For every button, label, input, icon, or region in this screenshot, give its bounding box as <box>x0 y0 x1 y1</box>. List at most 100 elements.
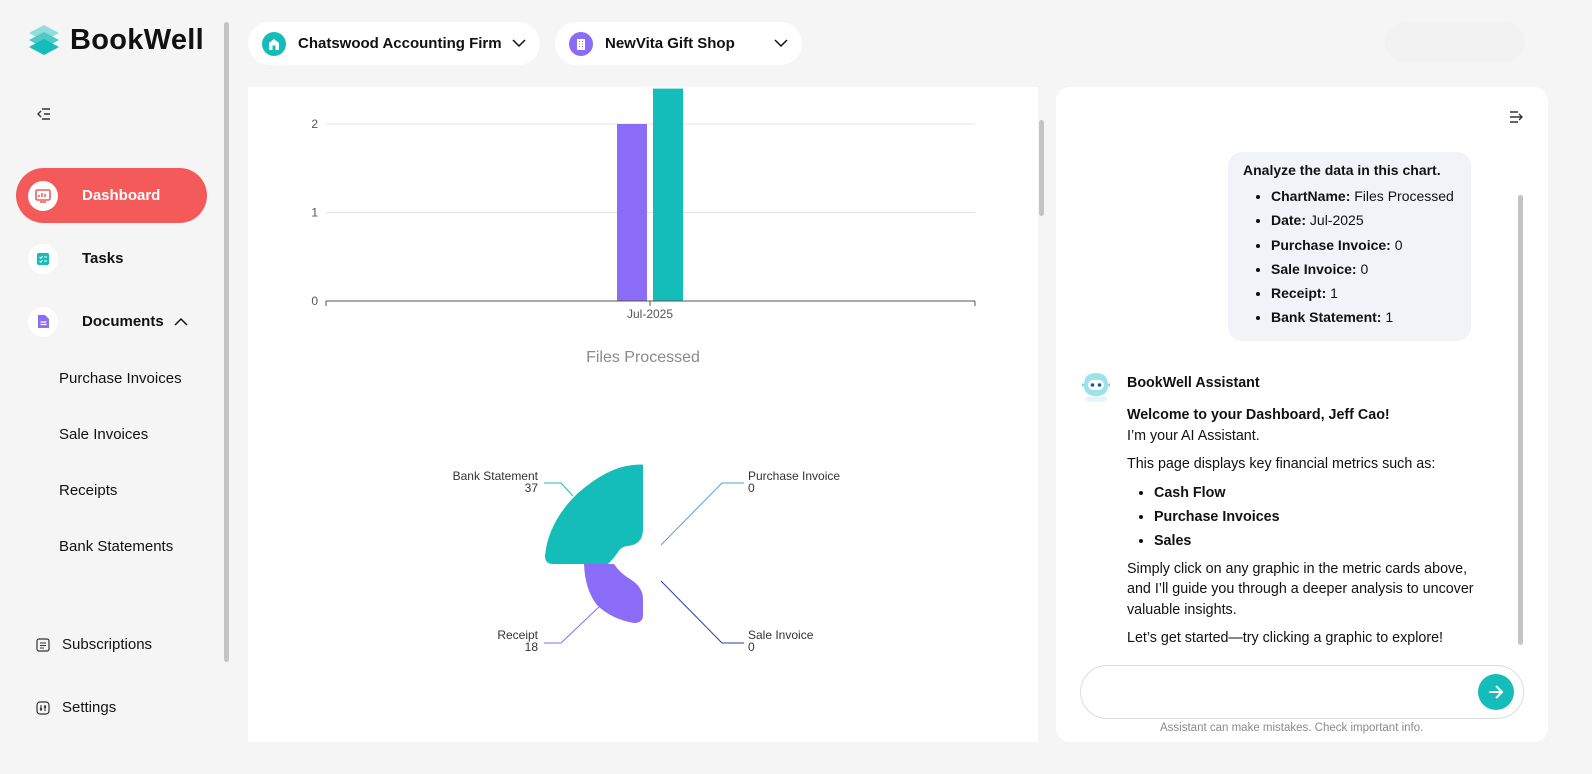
bar-bank-statement[interactable] <box>653 88 683 301</box>
list-item: Purchase Invoices <box>1154 505 1487 529</box>
slice-label: Sale Invoice <box>748 628 814 642</box>
slice-value: 18 <box>525 640 539 654</box>
main-scrollbar[interactable] <box>1039 120 1044 216</box>
metrics-list: Cash Flow Purchase Invoices Sales <box>1154 481 1487 553</box>
brand-name: BookWell <box>70 23 204 56</box>
sidebar-subitem-sale-invoices[interactable]: Sale Invoices <box>59 426 149 443</box>
sidebar-item-label: Subscriptions <box>62 636 153 653</box>
prompt-value: 0 <box>1390 236 1403 253</box>
prompt-key: Purchase Invoice: <box>1271 236 1391 253</box>
prompt-value: 0 <box>1356 260 1369 277</box>
prompt-value: 1 <box>1381 309 1394 326</box>
slice-label: Bank Statement <box>453 469 539 483</box>
x-tick-label: Jul-2025 <box>627 307 673 321</box>
list-item: Sales <box>1154 529 1487 553</box>
bookwell-logo-icon <box>29 25 59 55</box>
prompt-title: Analyze the data in this chart. <box>1243 162 1441 178</box>
label-line-receipt <box>544 604 602 644</box>
sidebar-subitem-purchase-invoices[interactable]: Purchase Invoices <box>59 370 182 387</box>
sidebar-item-label: Documents <box>82 313 164 330</box>
sidebar-subitem-bank-statements[interactable]: Bank Statements <box>59 538 174 555</box>
chevron-down-icon <box>774 39 788 48</box>
shop-name: NewVita Gift Shop <box>605 35 735 52</box>
sidebar-item-dashboard[interactable]: Dashboard <box>16 168 207 223</box>
shop-selector[interactable]: NewVita Gift Shop <box>555 22 802 65</box>
cta-text: Let’s get started—try clicking a graphic… <box>1127 630 1444 646</box>
chat-input[interactable] <box>1099 676 1479 708</box>
guide-text: Simply click on any graphic in the metri… <box>1127 560 1474 618</box>
list-item: Cash Flow <box>1154 481 1487 505</box>
prompt-list: ChartName: Files Processed Date: Jul-202… <box>1271 184 1457 330</box>
prompt-value: 1 <box>1326 285 1338 302</box>
sidebar-scrollbar[interactable] <box>224 22 229 662</box>
assistant-avatar-icon <box>1082 373 1110 402</box>
y-tick-label: 0 <box>311 294 318 308</box>
slice-label: Purchase Invoice <box>748 469 840 483</box>
list-item: Receipt: 1 <box>1271 281 1457 305</box>
firm-icon <box>262 31 286 56</box>
dashboard-icon <box>28 180 58 211</box>
label-line-sale-invoice <box>660 580 744 644</box>
tasks-icon <box>28 243 58 274</box>
shop-icon <box>569 31 593 56</box>
subscriptions-icon <box>36 637 50 652</box>
documents-rose-chart[interactable]: Bank Statement 37 Purchase Invoice 0 Rec… <box>248 447 1038 742</box>
y-tick-label: 2 <box>311 117 318 131</box>
sidebar-item-label: Tasks <box>82 250 124 267</box>
chart-title: Files Processed <box>586 349 700 366</box>
bar-receipt[interactable] <box>617 124 647 301</box>
arrow-right-icon <box>1489 685 1504 699</box>
prompt-value: Jul-2025 <box>1306 212 1364 229</box>
list-item: Sale Invoice: 0 <box>1271 257 1457 281</box>
slice-label: Receipt <box>497 628 538 642</box>
slice-value: 0 <box>748 481 755 495</box>
chat-input-box <box>1080 665 1524 719</box>
slice-value: 0 <box>748 640 755 654</box>
chevron-up-icon[interactable] <box>174 317 188 326</box>
brand-logo[interactable]: BookWell <box>26 22 204 58</box>
metrics-intro: This page displays key financial metrics… <box>1127 456 1436 472</box>
sidebar-subitem-receipts[interactable]: Receipts <box>59 482 118 499</box>
list-item: ChartName: Files Processed <box>1271 184 1457 208</box>
sidebar-item-label: Settings <box>62 699 117 716</box>
collapse-sidebar-icon[interactable] <box>34 104 54 124</box>
list-item: Purchase Invoice: 0 <box>1271 233 1457 257</box>
user-prompt-bubble: Analyze the data in this chart. ChartNam… <box>1228 152 1471 341</box>
slice-receipt[interactable] <box>584 564 643 623</box>
prompt-value: Files Processed <box>1350 188 1454 204</box>
sidebar-item-label: Dashboard <box>82 187 161 204</box>
prompt-key: ChartName: <box>1271 188 1351 204</box>
sidebar-item-settings[interactable]: Settings <box>36 699 116 716</box>
label-line-purchase-invoice <box>660 482 744 546</box>
list-item: Date: Jul-2025 <box>1271 208 1457 232</box>
prompt-key: Bank Statement: <box>1271 309 1382 326</box>
slice-bank-statement[interactable] <box>545 464 643 565</box>
intro-text: I’m your AI Assistant. <box>1127 427 1260 444</box>
send-button[interactable] <box>1478 674 1514 710</box>
assistant-message: Welcome to your Dashboard, Jeff Cao! I’m… <box>1127 405 1487 649</box>
sidebar-item-tasks[interactable]: Tasks <box>16 231 207 286</box>
files-processed-bar-chart[interactable]: 0 1 2 Jul-2025 <box>248 87 1038 387</box>
chevron-down-icon <box>512 39 526 48</box>
firm-selector[interactable]: Chatswood Accounting Firm <box>248 22 540 65</box>
label-line-bank-statement <box>544 482 574 497</box>
slice-value: 37 <box>525 481 539 495</box>
list-item: Bank Statement: 1 <box>1271 305 1457 329</box>
welcome-heading: Welcome to your Dashboard, Jeff Cao! <box>1127 407 1390 423</box>
expand-panel-icon[interactable] <box>1509 111 1523 123</box>
y-tick-label: 1 <box>311 206 318 220</box>
header-faded-control <box>1385 22 1525 62</box>
documents-icon <box>28 306 58 337</box>
prompt-key: Date: <box>1271 212 1307 229</box>
assistant-scrollbar[interactable] <box>1518 195 1523 645</box>
firm-name: Chatswood Accounting Firm <box>298 35 502 52</box>
prompt-key: Receipt: <box>1271 285 1327 302</box>
dashboard-main-panel: 0 1 2 Jul-2025 Files Processed Bank Statem… <box>248 87 1038 742</box>
assistant-name: BookWell Assistant <box>1127 375 1260 391</box>
disclaimer-text: Assistant can make mistakes. Check impor… <box>1160 722 1424 734</box>
settings-icon <box>36 700 50 715</box>
sidebar: BookWell Dashboard Tasks Documents Purch… <box>0 0 222 774</box>
prompt-key: Sale Invoice: <box>1271 260 1357 277</box>
sidebar-item-documents[interactable]: Documents <box>16 294 207 349</box>
sidebar-item-subscriptions[interactable]: Subscriptions <box>36 636 152 653</box>
